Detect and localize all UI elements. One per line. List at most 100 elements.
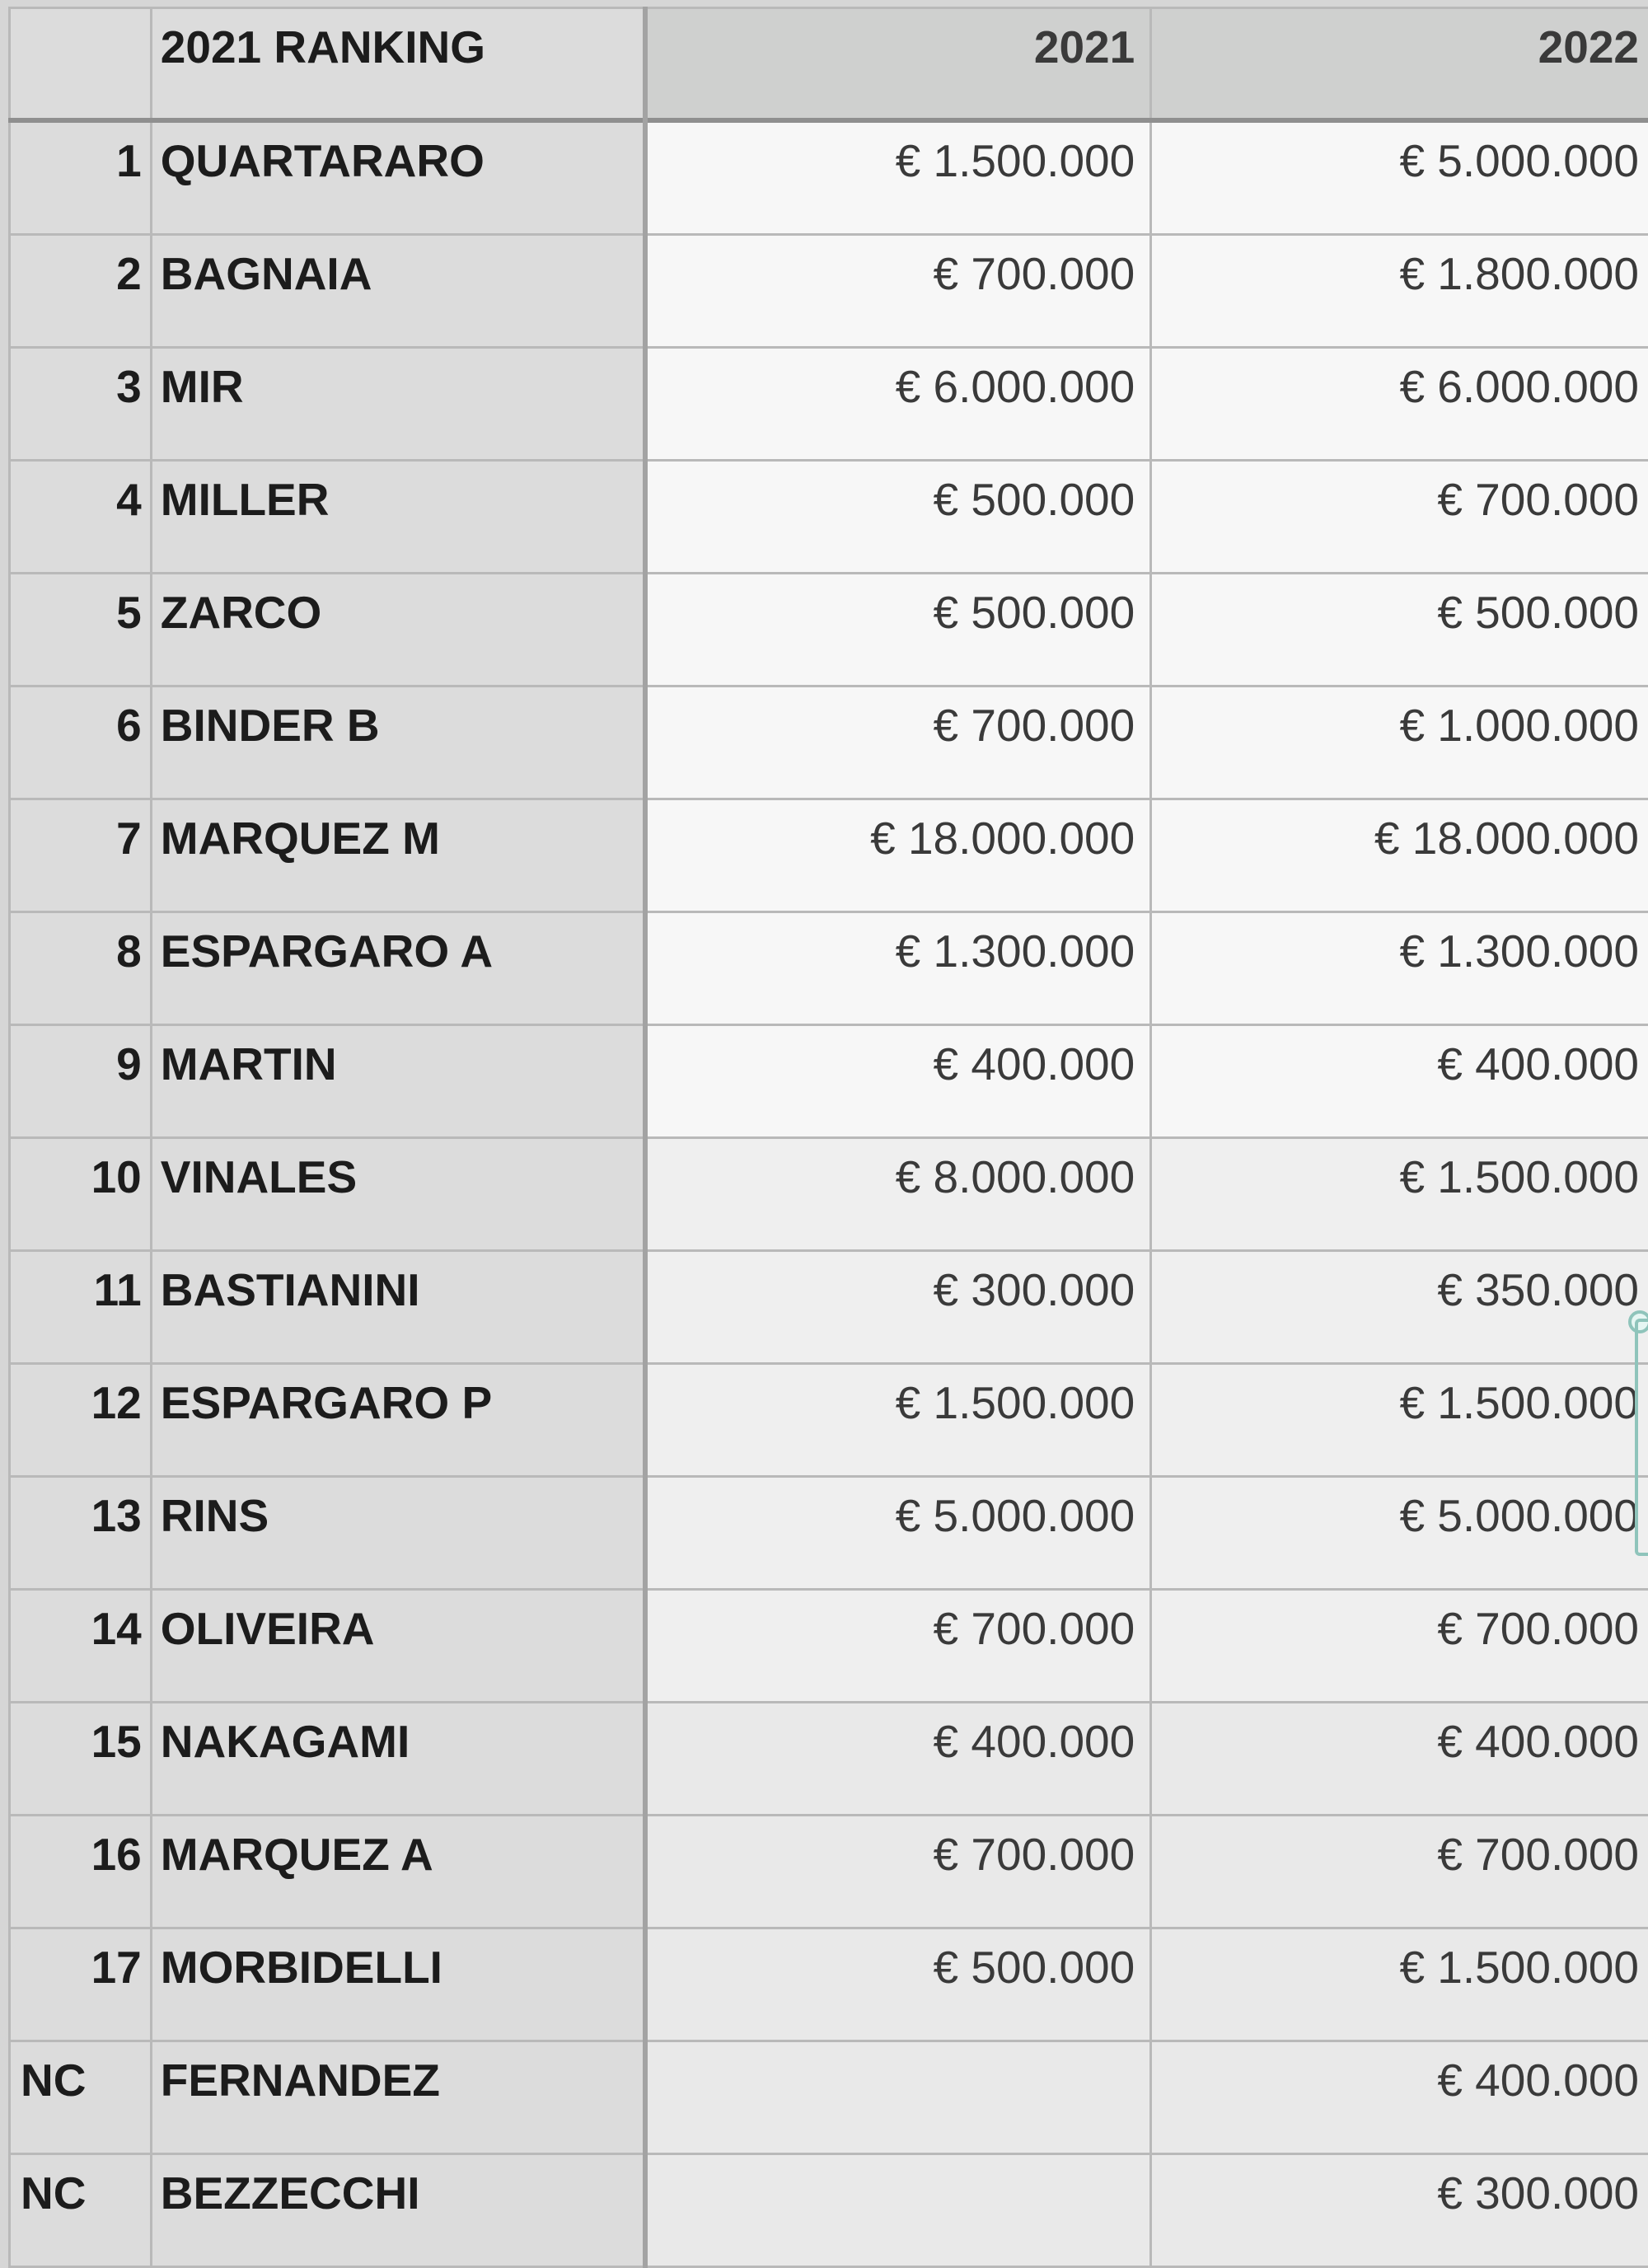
salary-2022-cell[interactable]: € 1.500.000 — [1151, 1138, 1648, 1251]
header-2021[interactable]: 2021 — [645, 8, 1150, 121]
rank-cell[interactable]: 15 — [10, 1703, 152, 1816]
salary-2021-cell[interactable]: € 6.000.000 — [645, 348, 1150, 461]
rider-cell[interactable]: MARQUEZ A — [151, 1816, 645, 1928]
salary-2021-cell[interactable]: € 5.000.000 — [645, 1477, 1150, 1590]
rank-cell[interactable]: 16 — [10, 1816, 152, 1928]
header-ranking[interactable]: 2021 RANKING — [151, 8, 645, 121]
rank-cell[interactable]: 14 — [10, 1590, 152, 1703]
salary-2022-cell[interactable]: € 5.000.000 — [1151, 1477, 1648, 1590]
header-row: 2021 RANKING 2021 2022 — [10, 8, 1648, 121]
rider-cell[interactable]: MORBIDELLI — [151, 1928, 645, 2041]
salary-2021-cell[interactable] — [645, 2154, 1150, 2267]
rank-cell[interactable]: 1 — [10, 120, 152, 235]
rider-cell[interactable]: BINDER B — [151, 686, 645, 799]
salary-2021-cell[interactable]: € 1.300.000 — [645, 912, 1150, 1025]
salary-2022-cell[interactable]: € 700.000 — [1151, 1816, 1648, 1928]
rider-cell[interactable]: QUARTARARO — [151, 120, 645, 235]
rank-cell[interactable]: 9 — [10, 1025, 152, 1138]
rank-cell[interactable]: 13 — [10, 1477, 152, 1590]
salary-2022-cell[interactable]: € 700.000 — [1151, 1590, 1648, 1703]
selection-border — [1635, 1319, 1648, 1556]
rider-cell[interactable]: BEZZECCHI — [151, 2154, 645, 2267]
rank-cell[interactable]: 3 — [10, 348, 152, 461]
rider-cell[interactable]: NAKAGAMI — [151, 1703, 645, 1816]
rank-cell[interactable]: 17 — [10, 1928, 152, 2041]
rider-cell[interactable]: MILLER — [151, 461, 645, 574]
salary-2021-cell[interactable]: € 500.000 — [645, 1928, 1150, 2041]
rank-cell[interactable]: 2 — [10, 235, 152, 348]
rank-cell[interactable]: 12 — [10, 1364, 152, 1477]
salary-2022-cell[interactable]: € 18.000.000 — [1151, 799, 1648, 912]
rank-cell[interactable]: 10 — [10, 1138, 152, 1251]
rider-cell[interactable]: OLIVEIRA — [151, 1590, 645, 1703]
salary-2022-cell[interactable]: € 1.300.000 — [1151, 912, 1648, 1025]
salary-2021-cell[interactable]: € 18.000.000 — [645, 799, 1150, 912]
rider-cell[interactable]: RINS — [151, 1477, 645, 1590]
rank-cell[interactable]: 5 — [10, 574, 152, 686]
header-rank[interactable] — [10, 8, 152, 121]
rider-cell[interactable]: MARTIN — [151, 1025, 645, 1138]
salary-2021-cell[interactable]: € 700.000 — [645, 1590, 1150, 1703]
salary-2022-cell[interactable]: € 5.000.000 — [1151, 120, 1648, 235]
salary-2021-cell[interactable]: € 300.000 — [645, 1251, 1150, 1364]
rank-cell[interactable]: 8 — [10, 912, 152, 1025]
salary-2022-cell[interactable]: € 1.500.000 — [1151, 1928, 1648, 2041]
salary-2022-cell[interactable]: € 350.000 — [1151, 1251, 1648, 1364]
rider-cell[interactable]: ESPARGARO P — [151, 1364, 645, 1477]
salary-2022-cell[interactable]: € 400.000 — [1151, 2041, 1648, 2154]
rank-cell[interactable]: 4 — [10, 461, 152, 574]
salary-2021-cell[interactable]: € 1.500.000 — [645, 1364, 1150, 1477]
salary-2022-cell[interactable]: € 1.800.000 — [1151, 235, 1648, 348]
rider-cell[interactable]: MIR — [151, 348, 645, 461]
rider-cell[interactable]: MARQUEZ M — [151, 799, 645, 912]
rider-cell[interactable]: ZARCO — [151, 574, 645, 686]
salary-2021-cell[interactable]: € 500.000 — [645, 574, 1150, 686]
rank-cell[interactable]: NC — [10, 2041, 152, 2154]
salary-2022-cell[interactable]: € 1.000.000 — [1151, 686, 1648, 799]
salary-2022-cell[interactable]: € 1.500.000 — [1151, 1364, 1648, 1477]
rank-cell[interactable]: 6 — [10, 686, 152, 799]
salary-2021-cell[interactable]: € 700.000 — [645, 686, 1150, 799]
rider-cell[interactable]: BASTIANINI — [151, 1251, 645, 1364]
salary-2022-cell[interactable]: € 400.000 — [1151, 1703, 1648, 1816]
rider-cell[interactable]: BAGNAIA — [151, 235, 645, 348]
header-2022[interactable]: 2022 — [1151, 8, 1648, 121]
rider-cell[interactable]: VINALES — [151, 1138, 645, 1251]
salary-2021-cell[interactable]: € 8.000.000 — [645, 1138, 1150, 1251]
salary-2022-cell[interactable]: € 300.000 — [1151, 2154, 1648, 2267]
salary-2022-cell[interactable]: € 400.000 — [1151, 1025, 1648, 1138]
salary-2021-cell[interactable] — [645, 2041, 1150, 2154]
salary-2022-cell[interactable]: € 500.000 — [1151, 574, 1648, 686]
salary-2021-cell[interactable]: € 1.500.000 — [645, 120, 1150, 235]
rank-cell[interactable]: 7 — [10, 799, 152, 912]
rank-cell[interactable]: 11 — [10, 1251, 152, 1364]
rider-cell[interactable]: ESPARGARO A — [151, 912, 645, 1025]
salary-2021-cell[interactable]: € 500.000 — [645, 461, 1150, 574]
salary-2021-cell[interactable]: € 700.000 — [645, 235, 1150, 348]
salary-2022-cell[interactable]: € 6.000.000 — [1151, 348, 1648, 461]
salary-2022-cell[interactable]: € 700.000 — [1151, 461, 1648, 574]
salary-2021-cell[interactable]: € 400.000 — [645, 1703, 1150, 1816]
salary-2021-cell[interactable]: € 400.000 — [645, 1025, 1150, 1138]
rider-cell[interactable]: FERNANDEZ — [151, 2041, 645, 2154]
rank-cell[interactable]: NC — [10, 2154, 152, 2267]
salary-2021-cell[interactable]: € 700.000 — [645, 1816, 1150, 1928]
